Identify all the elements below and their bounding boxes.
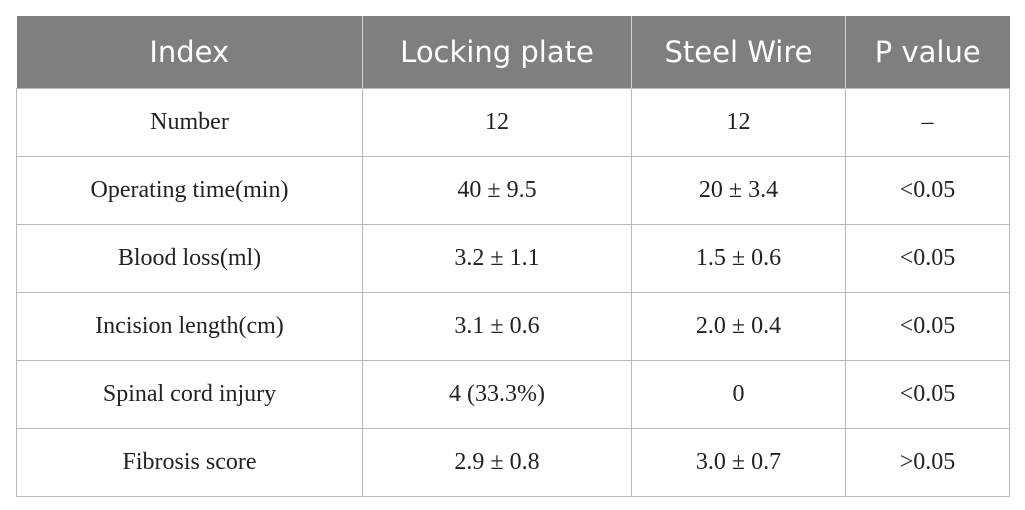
row-label: Operating time(min) xyxy=(16,156,363,225)
table-row: Number 12 12 – xyxy=(16,88,1010,157)
row-label: Fibrosis score xyxy=(16,428,363,497)
header-steel-wire: Steel Wire xyxy=(631,16,846,89)
header-p-value: P value xyxy=(845,16,1010,89)
header-index: Index xyxy=(16,16,363,89)
row-label: Incision length(cm) xyxy=(16,292,363,361)
table-body: Number 12 12 – Operating time(min) 40 ± … xyxy=(16,88,1010,497)
row-label: Blood loss(ml) xyxy=(16,224,363,293)
locking-plate-cell: 4 (33.3%) xyxy=(362,360,632,429)
row-label: Number xyxy=(16,88,363,157)
table-header: Index Locking plate Steel Wire P value xyxy=(16,16,1010,89)
p-value-cell: <0.05 xyxy=(845,224,1010,293)
row-label: Spinal cord injury xyxy=(16,360,363,429)
locking-plate-cell: 12 xyxy=(362,88,632,157)
locking-plate-cell: 3.1 ± 0.6 xyxy=(362,292,632,361)
steel-wire-cell: 1.5 ± 0.6 xyxy=(631,224,846,293)
locking-plate-cell: 3.2 ± 1.1 xyxy=(362,224,632,293)
comparison-table: Index Locking plate Steel Wire P value N… xyxy=(16,16,1010,497)
p-value-cell: <0.05 xyxy=(845,156,1010,225)
table-row: Spinal cord injury 4 (33.3%) 0 <0.05 xyxy=(16,360,1010,429)
header-locking-plate: Locking plate xyxy=(362,16,632,89)
table-row: Operating time(min) 40 ± 9.5 20 ± 3.4 <0… xyxy=(16,156,1010,225)
steel-wire-cell: 12 xyxy=(631,88,846,157)
table-row: Blood loss(ml) 3.2 ± 1.1 1.5 ± 0.6 <0.05 xyxy=(16,224,1010,293)
locking-plate-cell: 2.9 ± 0.8 xyxy=(362,428,632,497)
p-value-cell: <0.05 xyxy=(845,360,1010,429)
p-value-cell: >0.05 xyxy=(845,428,1010,497)
steel-wire-cell: 0 xyxy=(631,360,846,429)
locking-plate-cell: 40 ± 9.5 xyxy=(362,156,632,225)
p-value-cell: – xyxy=(845,88,1010,157)
header-row: Index Locking plate Steel Wire P value xyxy=(16,16,1010,89)
steel-wire-cell: 2.0 ± 0.4 xyxy=(631,292,846,361)
steel-wire-cell: 20 ± 3.4 xyxy=(631,156,846,225)
steel-wire-cell: 3.0 ± 0.7 xyxy=(631,428,846,497)
p-value-cell: <0.05 xyxy=(845,292,1010,361)
table-row: Fibrosis score 2.9 ± 0.8 3.0 ± 0.7 >0.05 xyxy=(16,428,1010,497)
table-row: Incision length(cm) 3.1 ± 0.6 2.0 ± 0.4 … xyxy=(16,292,1010,361)
